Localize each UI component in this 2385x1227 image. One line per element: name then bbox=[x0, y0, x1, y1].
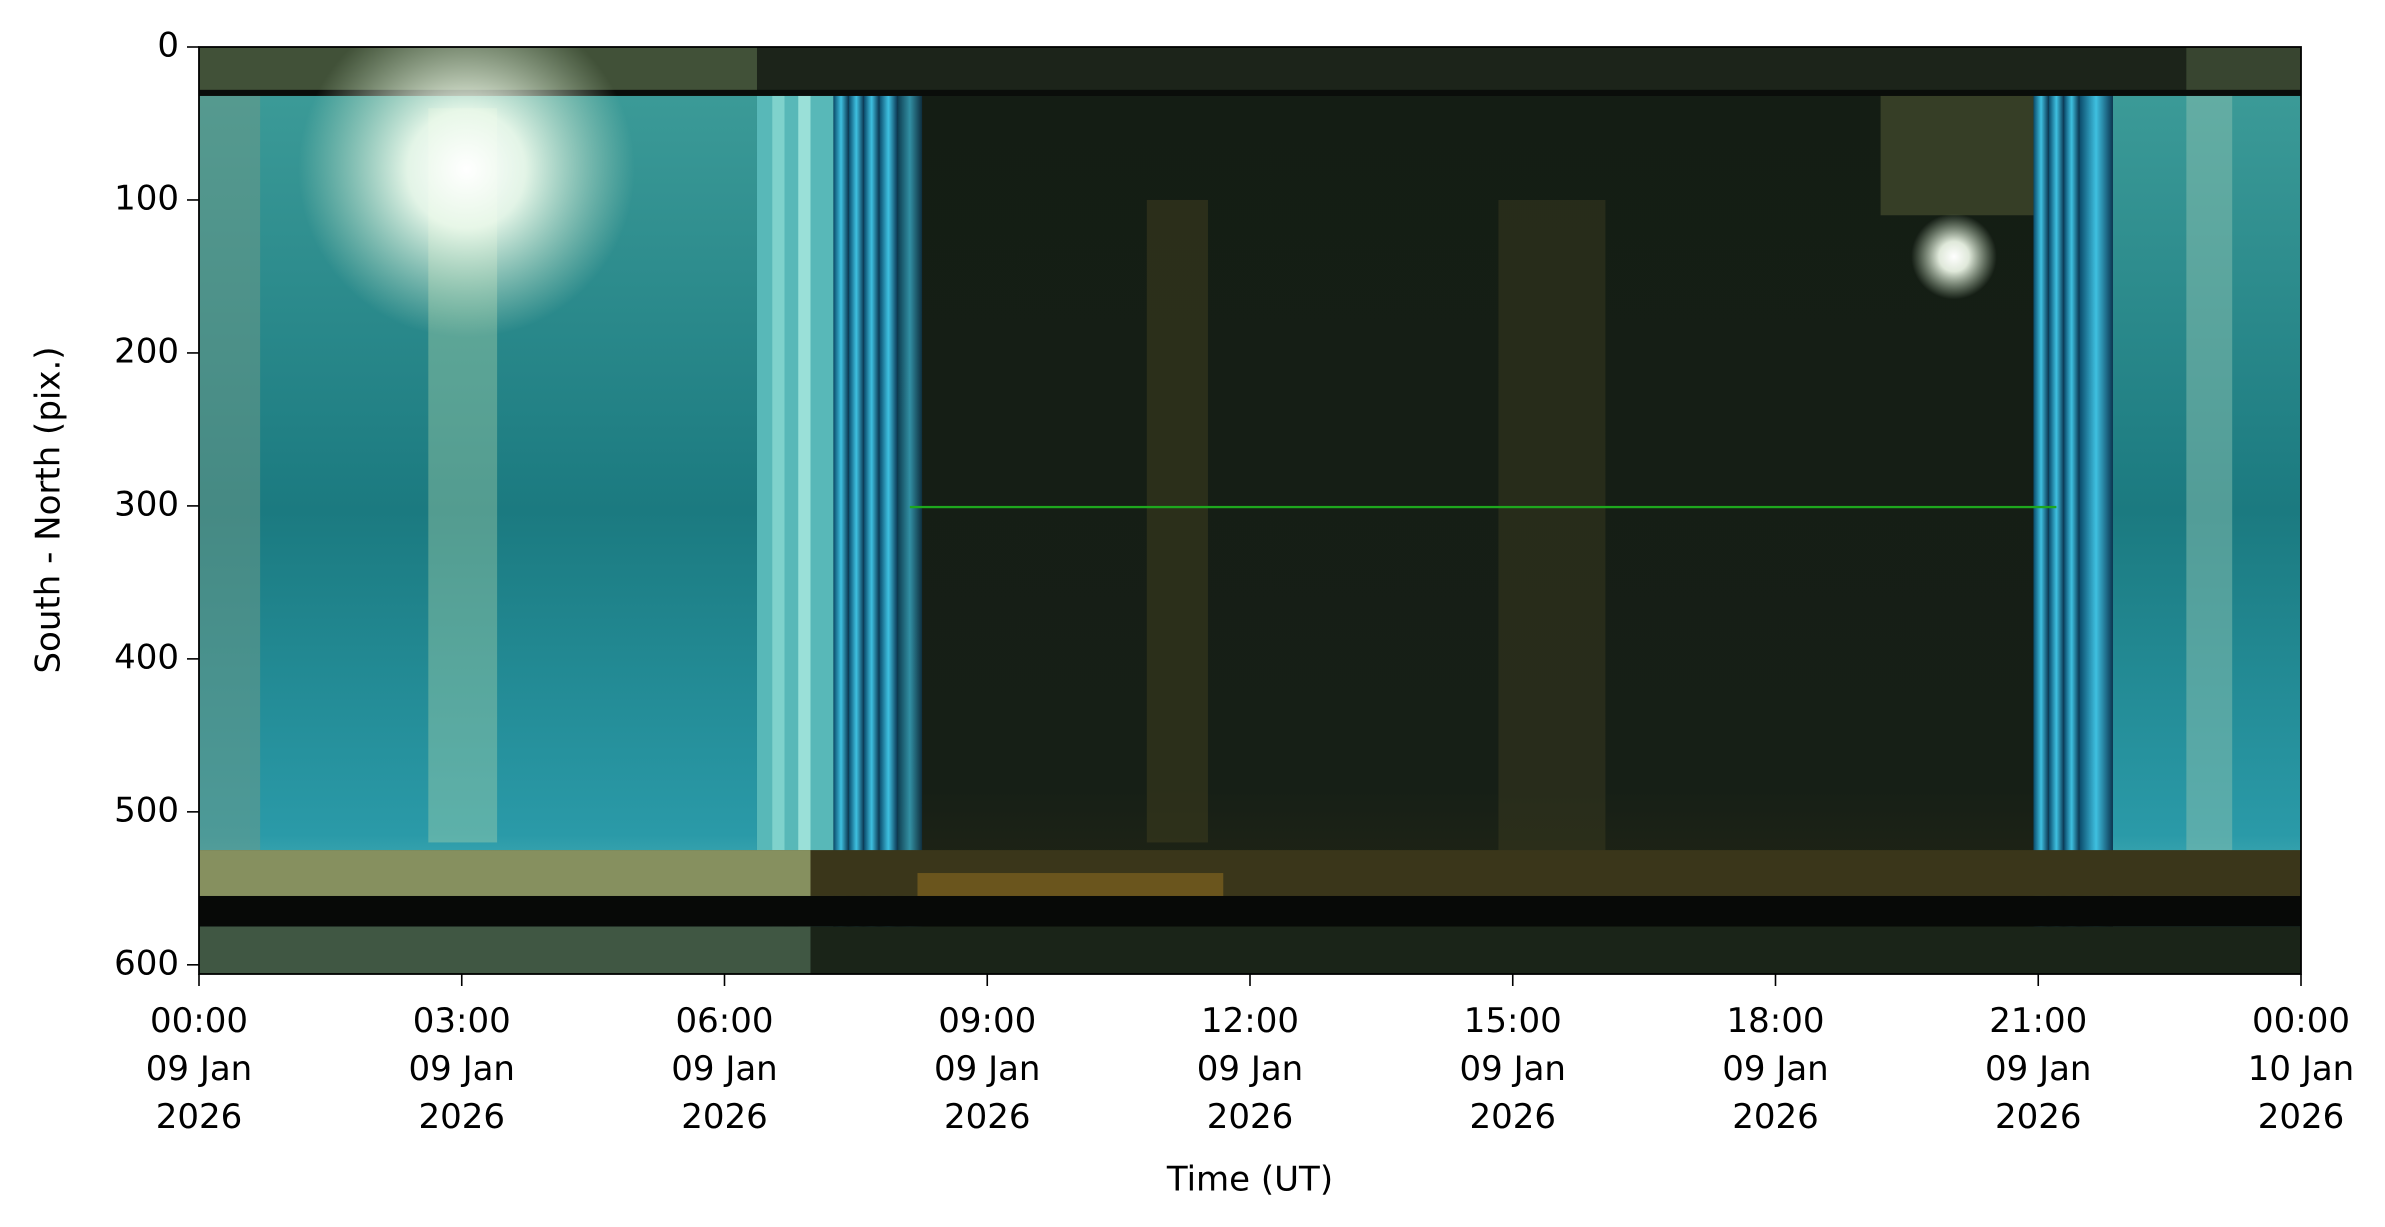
x-tick-label-line: 09 Jan bbox=[409, 1049, 515, 1089]
x-tick-label: 06:00 09 Jan 2026 bbox=[671, 1001, 777, 1137]
x-tick-label-line: 2026 bbox=[944, 1097, 1031, 1137]
x-tick-label-line: 2026 bbox=[1469, 1097, 1556, 1137]
x-axis-label: Time (UT) bbox=[1166, 1160, 1333, 1200]
x-tick-label-line: 09:00 bbox=[938, 1001, 1036, 1041]
x-tick-label-line: 2026 bbox=[418, 1097, 505, 1137]
y-tick-label: 100 bbox=[114, 178, 179, 218]
x-tick-label-line: 00:00 bbox=[150, 1001, 248, 1041]
y-axis-label: South - North (pix.) bbox=[29, 346, 69, 673]
x-tick-label-line: 10 Jan bbox=[2248, 1049, 2354, 1089]
x-tick-label: 09:00 09 Jan 2026 bbox=[934, 1001, 1040, 1137]
x-tick-label-line: 2026 bbox=[1732, 1097, 1819, 1137]
x-tick-label-line: 03:00 bbox=[413, 1001, 511, 1041]
x-tick-label-line: 09 Jan bbox=[671, 1049, 777, 1089]
y-tick-label: 0 bbox=[157, 26, 179, 66]
y-tick-label: 500 bbox=[114, 790, 179, 830]
y-tick-label: 300 bbox=[114, 484, 179, 524]
x-tick-label-line: 09 Jan bbox=[934, 1049, 1040, 1089]
x-tick-label: 00:00 09 Jan 2026 bbox=[146, 1001, 252, 1137]
x-tick-label-line: 09 Jan bbox=[1985, 1049, 2091, 1089]
x-tick-label-line: 09 Jan bbox=[1722, 1049, 1828, 1089]
x-tick-label-line: 2026 bbox=[2258, 1097, 2345, 1137]
x-tick-label-line: 2026 bbox=[1207, 1097, 1294, 1137]
x-tick-label: 00:00 10 Jan 2026 bbox=[2248, 1001, 2354, 1137]
x-tick-label-line: 00:00 bbox=[2252, 1001, 2350, 1041]
x-tick-label: 12:00 09 Jan 2026 bbox=[1197, 1001, 1303, 1137]
x-tick-label-line: 06:00 bbox=[676, 1001, 774, 1041]
x-tick-label-line: 2026 bbox=[156, 1097, 243, 1137]
keogram-image bbox=[199, 47, 2301, 974]
x-tick-label-line: 09 Jan bbox=[146, 1049, 252, 1089]
x-tick-label-line: 12:00 bbox=[1201, 1001, 1299, 1041]
y-tick-label: 400 bbox=[114, 637, 179, 677]
x-tick-label-line: 09 Jan bbox=[1460, 1049, 1566, 1089]
x-tick-label-line: 18:00 bbox=[1727, 1001, 1825, 1041]
y-tick-label: 600 bbox=[114, 943, 179, 983]
x-tick-label-line: 15:00 bbox=[1464, 1001, 1562, 1041]
x-tick-label-line: 2026 bbox=[681, 1097, 768, 1137]
y-tick-label: 200 bbox=[114, 331, 179, 371]
x-tick-label-line: 2026 bbox=[1995, 1097, 2082, 1137]
x-tick-label-line: 09 Jan bbox=[1197, 1049, 1303, 1089]
x-tick-label-line: 21:00 bbox=[1989, 1001, 2087, 1041]
x-tick-label: 18:00 09 Jan 2026 bbox=[1722, 1001, 1828, 1137]
x-tick-label: 03:00 09 Jan 2026 bbox=[409, 1001, 515, 1137]
x-tick-label: 15:00 09 Jan 2026 bbox=[1460, 1001, 1566, 1137]
x-tick-label: 21:00 09 Jan 2026 bbox=[1985, 1001, 2091, 1137]
